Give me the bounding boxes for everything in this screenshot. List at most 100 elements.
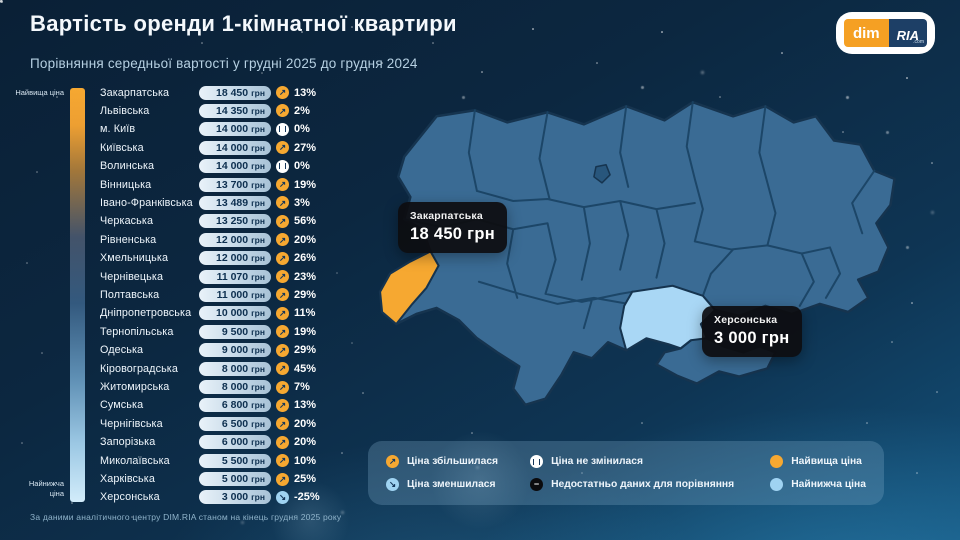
legend-item: Найнижча ціна bbox=[770, 478, 866, 491]
region-name: Одеська bbox=[100, 344, 144, 357]
price-pill: 13 250 грн bbox=[199, 214, 271, 229]
ukraine-outline bbox=[378, 100, 896, 407]
highest-price-dot-icon bbox=[770, 455, 784, 468]
trend-up-icon: ↗ bbox=[276, 417, 289, 431]
price-value: 10 000 bbox=[216, 307, 249, 320]
trend-up-icon: ↗ bbox=[276, 288, 289, 302]
lowest-price-dot-icon bbox=[770, 478, 784, 491]
price-value: 9 500 bbox=[221, 325, 249, 338]
region-row: Черкаська 13 250 грн ↗ 56% bbox=[100, 214, 332, 229]
currency-label: грн bbox=[251, 418, 265, 429]
region-name: Івано-Франківська bbox=[100, 196, 193, 209]
callout-price-value: 18 450 грн bbox=[410, 225, 495, 243]
price-pill: 6 800 грн bbox=[199, 398, 271, 413]
legend-column: ↗ Ціна збільшилася ↘ Ціна зменшилася bbox=[386, 455, 498, 491]
price-value: 3 000 bbox=[221, 491, 249, 504]
percent-change: 7% bbox=[294, 381, 310, 393]
price-value: 8 000 bbox=[221, 381, 249, 393]
legend-column: Ціна не змінилася − Недостатньо даних для … bbox=[530, 455, 734, 491]
currency-label: грн bbox=[251, 142, 265, 153]
pause-bars bbox=[279, 163, 286, 170]
price-value: 6 000 bbox=[221, 436, 249, 449]
region-kherson-shape bbox=[619, 284, 716, 352]
region-row: Дніпропетровська 10 000 грн ↗ 11% bbox=[100, 306, 332, 321]
region-name: Вінницька bbox=[100, 178, 152, 191]
price-value: 6 800 bbox=[221, 399, 249, 412]
price-pill: 12 000 грн bbox=[199, 251, 271, 266]
price-pill: 11 070 грн bbox=[199, 269, 271, 284]
price-pill: 9 000 грн bbox=[199, 343, 271, 358]
trend-up-icon: ↗ bbox=[276, 362, 289, 376]
currency-label: грн bbox=[251, 326, 265, 337]
region-row: Запорізька 6 000 грн ↗ 20% bbox=[100, 435, 332, 450]
trend-up-icon: ↗ bbox=[276, 270, 289, 284]
price-value: 14 350 bbox=[216, 104, 249, 117]
price-pill: 6 500 грн bbox=[199, 416, 271, 431]
percent-change: -25% bbox=[294, 491, 320, 504]
trend-up-icon: ↗ bbox=[276, 178, 289, 192]
price-value: 5 000 bbox=[221, 473, 249, 486]
currency-label: грн bbox=[251, 492, 265, 503]
currency-label: грн bbox=[251, 400, 265, 411]
currency-label: грн bbox=[251, 474, 265, 485]
region-name: м. Київ bbox=[100, 123, 136, 136]
region-name: Закарпатська bbox=[100, 86, 170, 99]
region-name: Сумська bbox=[100, 399, 144, 412]
currency-label: грн bbox=[251, 216, 265, 227]
trend-up-icon: ↗ bbox=[276, 196, 289, 210]
percent-change: 2% bbox=[294, 104, 310, 117]
trend-up-icon: ↗ bbox=[276, 435, 289, 449]
starfield-large bbox=[0, 0, 3, 3]
price-pill: 3 000 грн bbox=[199, 490, 271, 505]
region-row: Херсонська 3 000 грн ↘ -25% bbox=[100, 490, 332, 505]
price-pill: 14 000 грн bbox=[199, 122, 271, 137]
price-pill: 18 450 грн bbox=[199, 85, 271, 100]
price-value: 13 250 bbox=[216, 215, 249, 228]
currency-label: грн bbox=[251, 289, 265, 300]
percent-change: 20% bbox=[294, 233, 317, 246]
region-row: Миколаївська 5 500 грн ↗ 10% bbox=[100, 453, 332, 468]
price-value: 14 000 bbox=[216, 160, 249, 173]
region-name: Харківська bbox=[100, 473, 155, 486]
currency-label: грн bbox=[251, 437, 265, 448]
price-value: 12 000 bbox=[216, 252, 249, 265]
price-pill: 12 000 грн bbox=[199, 232, 271, 247]
trend-up-icon: ↗ bbox=[386, 455, 399, 468]
region-row: Івано-Франківська 13 489 грн ↗ 3% bbox=[100, 195, 332, 210]
region-row: Львівська 14 350 грн ↗ 2% bbox=[100, 103, 332, 118]
price-pill: 6 000 грн bbox=[199, 435, 271, 450]
percent-change: 26% bbox=[294, 252, 317, 265]
currency-label: грн bbox=[251, 308, 265, 319]
trend-up-icon: ↗ bbox=[276, 214, 289, 228]
ria-com-label: .com bbox=[913, 39, 924, 45]
region-name: Волинська bbox=[100, 160, 155, 173]
trend-down-icon: ↘ bbox=[276, 490, 289, 504]
trend-down-icon: ↘ bbox=[386, 478, 399, 491]
pause-bars bbox=[279, 126, 286, 133]
region-row: Сумська 6 800 грн ↗ 13% bbox=[100, 398, 332, 413]
price-pill: 14 000 грн bbox=[199, 159, 271, 174]
price-pill: 13 489 грн bbox=[199, 195, 271, 210]
region-name: Чернівецька bbox=[100, 270, 164, 283]
region-zakarpattia-shape bbox=[379, 250, 440, 326]
price-pill: 13 700 грн bbox=[199, 177, 271, 192]
region-row: Харківська 5 000 грн ↗ 25% bbox=[100, 472, 332, 487]
price-value: 6 500 bbox=[221, 417, 249, 430]
callout-price-value: 3 000 грн bbox=[714, 329, 790, 347]
price-pill: 10 000 грн bbox=[199, 306, 271, 321]
region-name: Київська bbox=[100, 141, 144, 154]
percent-change: 19% bbox=[294, 325, 317, 338]
percent-change: 29% bbox=[294, 344, 317, 357]
dim-ria-logo: dim RIA .com bbox=[835, 12, 935, 54]
trend-up-icon: ↗ bbox=[276, 454, 289, 468]
legend-label: Ціна збільшилася bbox=[407, 456, 499, 467]
legend-label: Недостатньо даних для порівняння bbox=[551, 479, 735, 490]
region-row: Одеська 9 000 грн ↗ 29% bbox=[100, 343, 332, 358]
scale-highest-label: Найвища ціна bbox=[15, 88, 64, 97]
region-name: Херсонська bbox=[100, 491, 160, 504]
price-pill: 11 000 грн bbox=[199, 287, 271, 302]
price-value: 18 450 bbox=[216, 86, 249, 99]
percent-change: 23% bbox=[294, 270, 317, 283]
trend-up-icon: ↗ bbox=[276, 104, 289, 118]
